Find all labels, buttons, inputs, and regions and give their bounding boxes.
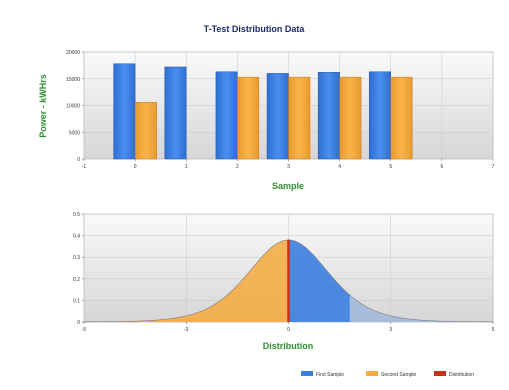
- legend-swatch: [434, 371, 446, 376]
- bar: [317, 72, 340, 160]
- x-tick-label: 5: [389, 164, 392, 170]
- area-second-sample: [84, 239, 289, 322]
- bar: [266, 73, 289, 160]
- y-tick-label: 15000: [66, 77, 80, 83]
- y-tick-label: 10000: [66, 104, 80, 110]
- x-tick-label: 1: [185, 164, 188, 170]
- y-tick-label: 20000: [66, 50, 80, 56]
- x-tick-label: 3: [389, 327, 392, 333]
- bar: [339, 76, 362, 160]
- x-tick-label: 6: [440, 164, 443, 170]
- bottom-y-tick-labels: 0 0.1 0.2 0.3 0.4 0.5: [73, 212, 84, 326]
- legend-label: Second Sample: [381, 372, 417, 378]
- legend-swatch: [301, 371, 313, 376]
- bar: [288, 76, 311, 160]
- bottom-x-axis-title: Distribution: [263, 341, 314, 351]
- x-tick-label: 0: [134, 164, 137, 170]
- top-x-axis-title: Sample: [272, 181, 304, 191]
- bar: [369, 71, 391, 160]
- legend-label: Distribution: [449, 372, 474, 378]
- bar: [215, 71, 238, 160]
- bar: [113, 63, 136, 160]
- y-tick-label: 0.2: [73, 277, 80, 283]
- legend: First Sample Second Sample Distribution: [301, 371, 474, 378]
- bar: [237, 76, 260, 160]
- x-tick-label: 4: [338, 164, 341, 170]
- y-tick-label: 0: [77, 157, 80, 163]
- y-tick-label: 0.4: [73, 234, 80, 240]
- top-x-tick-labels: -1 0 1 2 3 4 5 6 7: [82, 159, 495, 170]
- bar: [164, 66, 187, 160]
- x-tick-label: 5: [492, 327, 495, 333]
- bottom-chart: -5 -3 0 3 5 0 0.1 0.2 0.3 0.4 0.5 Distribution: [73, 212, 495, 351]
- area-first-sample: [288, 239, 350, 322]
- bar: [134, 102, 157, 160]
- y-tick-label: 0.1: [73, 298, 80, 304]
- x-tick-label: 2: [236, 164, 239, 170]
- legend-swatch: [366, 371, 378, 376]
- x-tick-label: 3: [287, 164, 290, 170]
- x-tick-label: -5: [82, 327, 87, 333]
- x-tick-label: -1: [82, 164, 87, 170]
- bottom-x-tick-labels: -5 -3 0 3 5: [82, 322, 495, 333]
- x-tick-label: 7: [492, 164, 495, 170]
- y-tick-label: 0.3: [73, 255, 80, 261]
- x-tick-label: -3: [184, 327, 189, 333]
- bar: [390, 76, 413, 160]
- top-y-axis-title: Power - kWHrs: [38, 74, 48, 138]
- y-tick-label: 0.5: [73, 212, 80, 218]
- chart-title: T-Test Distribution Data: [204, 24, 306, 34]
- top-y-tick-labels: 0 5000 10000 15000 20000: [66, 50, 84, 163]
- bottom-areas: [83, 239, 494, 323]
- legend-label: First Sample: [316, 372, 344, 378]
- area-tail: [349, 295, 493, 322]
- y-tick-label: 5000: [69, 130, 80, 136]
- x-tick-label: 0: [287, 327, 290, 333]
- top-bars: [113, 63, 413, 160]
- y-tick-label: 0: [77, 320, 80, 326]
